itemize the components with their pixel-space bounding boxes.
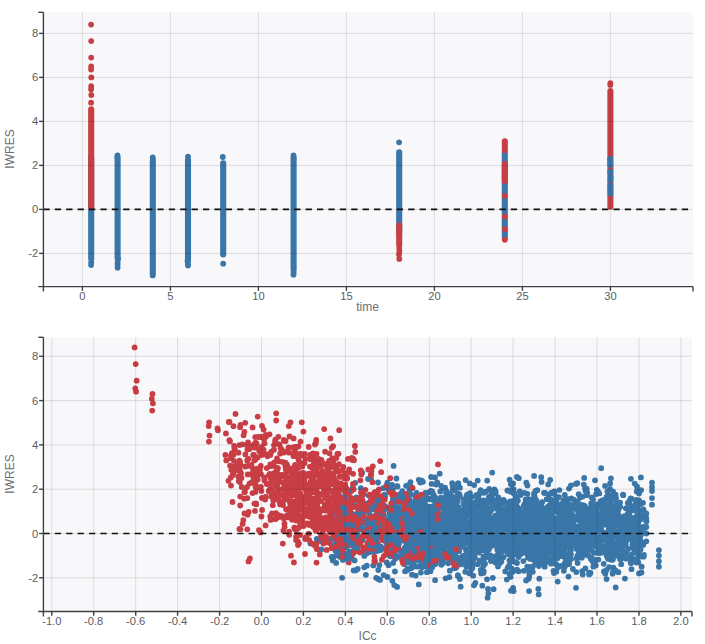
svg-text:25: 25: [516, 290, 528, 302]
svg-text:-0.2: -0.2: [210, 615, 229, 627]
svg-text:4: 4: [32, 439, 38, 451]
svg-text:1.6: 1.6: [589, 615, 605, 627]
svg-text:-2: -2: [28, 572, 38, 584]
svg-text:0.0: 0.0: [254, 615, 270, 627]
svg-text:1.0: 1.0: [463, 615, 479, 627]
svg-text:6: 6: [32, 395, 38, 407]
svg-text:0.8: 0.8: [422, 615, 438, 627]
svg-text:8: 8: [32, 27, 38, 39]
svg-text:ICc: ICc: [359, 629, 377, 643]
svg-text:6: 6: [32, 71, 38, 83]
svg-text:IWRES: IWRES: [3, 129, 17, 168]
svg-text:15: 15: [340, 290, 352, 302]
svg-text:20: 20: [428, 290, 440, 302]
svg-text:1.2: 1.2: [505, 615, 521, 627]
svg-text:-0.4: -0.4: [168, 615, 187, 627]
svg-text:IWRES: IWRES: [3, 454, 17, 493]
svg-text:10: 10: [252, 290, 264, 302]
svg-text:-0.8: -0.8: [84, 615, 103, 627]
svg-text:1.4: 1.4: [547, 615, 563, 627]
svg-text:2: 2: [32, 159, 38, 171]
svg-text:0.4: 0.4: [338, 615, 354, 627]
svg-text:-2: -2: [28, 247, 38, 259]
svg-text:0.2: 0.2: [296, 615, 312, 627]
svg-text:1.8: 1.8: [631, 615, 647, 627]
svg-text:2.0: 2.0: [673, 615, 689, 627]
svg-text:0: 0: [79, 290, 85, 302]
svg-text:time: time: [356, 300, 379, 314]
svg-text:0.6: 0.6: [380, 615, 396, 627]
svg-text:8: 8: [32, 350, 38, 362]
svg-text:2: 2: [32, 483, 38, 495]
svg-text:-0.6: -0.6: [126, 615, 145, 627]
svg-text:-1.0: -1.0: [42, 615, 61, 627]
svg-text:30: 30: [604, 290, 616, 302]
svg-text:5: 5: [167, 290, 173, 302]
svg-text:4: 4: [32, 115, 38, 127]
svg-text:0: 0: [32, 203, 38, 215]
svg-text:0: 0: [32, 528, 38, 540]
